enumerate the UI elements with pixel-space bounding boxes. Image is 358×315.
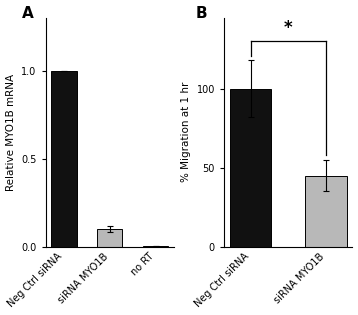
Bar	[143, 246, 168, 247]
Text: B: B	[196, 6, 207, 21]
Y-axis label: % Migration at 1 hr: % Migration at 1 hr	[181, 82, 191, 182]
Y-axis label: Relative MYO1B mRNA: Relative MYO1B mRNA	[6, 74, 15, 191]
Bar	[97, 229, 122, 247]
Bar	[230, 89, 271, 247]
Text: *: *	[284, 19, 292, 37]
Bar	[305, 176, 347, 247]
Text: A: A	[23, 6, 34, 21]
Bar	[51, 71, 77, 247]
